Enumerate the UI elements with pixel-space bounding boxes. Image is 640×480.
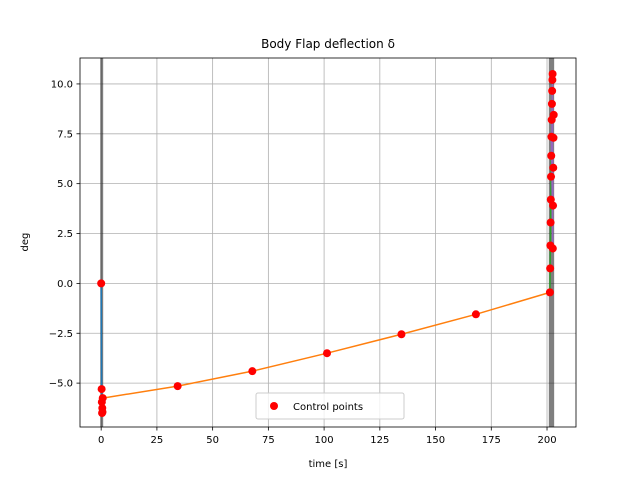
plot-content — [97, 58, 558, 427]
legend-marker — [270, 402, 278, 410]
y-tick-label: 5.0 — [57, 179, 73, 190]
x-tick-label: 50 — [206, 435, 219, 446]
control-point — [97, 279, 106, 288]
control-point — [547, 172, 556, 181]
control-point — [98, 408, 107, 417]
x-tick-label: 150 — [426, 435, 445, 446]
y-tick-label: −2.5 — [49, 329, 73, 340]
x-tick-label: 100 — [315, 435, 334, 446]
control-point — [549, 201, 558, 210]
control-point — [97, 385, 106, 394]
control-point — [546, 218, 555, 227]
control-point — [548, 69, 557, 78]
y-axis-label: deg — [20, 233, 31, 252]
control-point — [547, 151, 556, 160]
y-tick-label: −5.0 — [49, 379, 73, 390]
x-tick-label: 125 — [370, 435, 389, 446]
control-point — [397, 330, 406, 339]
x-tick-label: 25 — [151, 435, 164, 446]
control-point — [549, 110, 558, 119]
y-tick-label: 0.0 — [57, 279, 73, 290]
phase-band — [100, 58, 104, 427]
x-axis-label: time [s] — [309, 459, 348, 470]
control-point — [549, 133, 558, 142]
control-point — [549, 163, 558, 172]
y-tick-label: 10.0 — [51, 79, 73, 90]
legend-label: Control points — [293, 402, 363, 413]
control-point — [248, 367, 257, 376]
legend-box — [255, 392, 405, 420]
x-tick-label: 175 — [482, 435, 501, 446]
control-point — [548, 86, 557, 95]
plot-area: 0 25 50 75 100 125 150 175 200 −5.0 −2.5 0.0 2.5 5.0 7… — [49, 57, 577, 446]
x-tick-label: 0 — [98, 435, 104, 446]
y-tick-label: 7.5 — [57, 129, 73, 140]
control-point — [547, 99, 556, 108]
x-tick-label: 75 — [262, 435, 275, 446]
control-point — [548, 75, 557, 84]
y-tick-label: 2.5 — [57, 229, 73, 240]
axes-frame — [79, 57, 577, 428]
chart-title: Body Flap deflection δ — [261, 37, 395, 51]
control-point — [173, 382, 182, 391]
control-point — [545, 288, 554, 297]
control-point — [98, 394, 107, 403]
control-point — [548, 244, 557, 253]
control-point — [546, 264, 555, 273]
legend: Control points — [255, 392, 405, 420]
control-point — [471, 310, 480, 319]
control-point — [322, 349, 331, 358]
x-tick-label: 200 — [537, 435, 556, 446]
